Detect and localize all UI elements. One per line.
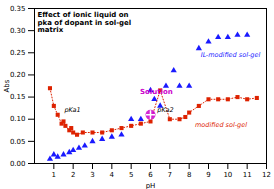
- svg-text:2: 2: [71, 171, 75, 179]
- svg-text:4: 4: [110, 171, 115, 179]
- svg-text:6: 6: [148, 171, 153, 179]
- svg-text:0.15: 0.15: [10, 93, 26, 101]
- svg-text:0.30: 0.30: [10, 27, 26, 35]
- svg-text:Abs: Abs: [3, 79, 11, 92]
- svg-text:pH: pH: [146, 182, 156, 189]
- svg-text:3: 3: [90, 171, 94, 179]
- svg-text:11: 11: [243, 171, 252, 179]
- svg-text:0.20: 0.20: [10, 71, 26, 79]
- svg-text:7: 7: [168, 171, 172, 179]
- svg-text:10: 10: [223, 171, 232, 179]
- svg-text:8: 8: [187, 171, 191, 179]
- svg-text:1: 1: [52, 171, 56, 179]
- svg-text:0.05: 0.05: [10, 138, 26, 146]
- svg-text:5: 5: [129, 171, 133, 179]
- svg-text:0.35: 0.35: [10, 5, 26, 13]
- svg-text:pKa1: pKa1: [63, 106, 80, 114]
- svg-text:12: 12: [262, 171, 271, 179]
- svg-text:Effect of ionic liquid onpka o: Effect of ionic liquid onpka of dopant i…: [38, 11, 132, 34]
- svg-text:Solution: Solution: [140, 88, 173, 96]
- svg-text:modified sol-gel: modified sol-gel: [195, 121, 247, 129]
- svg-text:9: 9: [206, 171, 210, 179]
- svg-text:0.25: 0.25: [10, 49, 26, 57]
- svg-text:IL-modified sol-gel: IL-modified sol-gel: [201, 51, 261, 59]
- svg-text:0.10: 0.10: [10, 115, 26, 123]
- svg-text:0.00: 0.00: [10, 160, 26, 168]
- svg-text:pKa2: pKa2: [156, 106, 173, 114]
